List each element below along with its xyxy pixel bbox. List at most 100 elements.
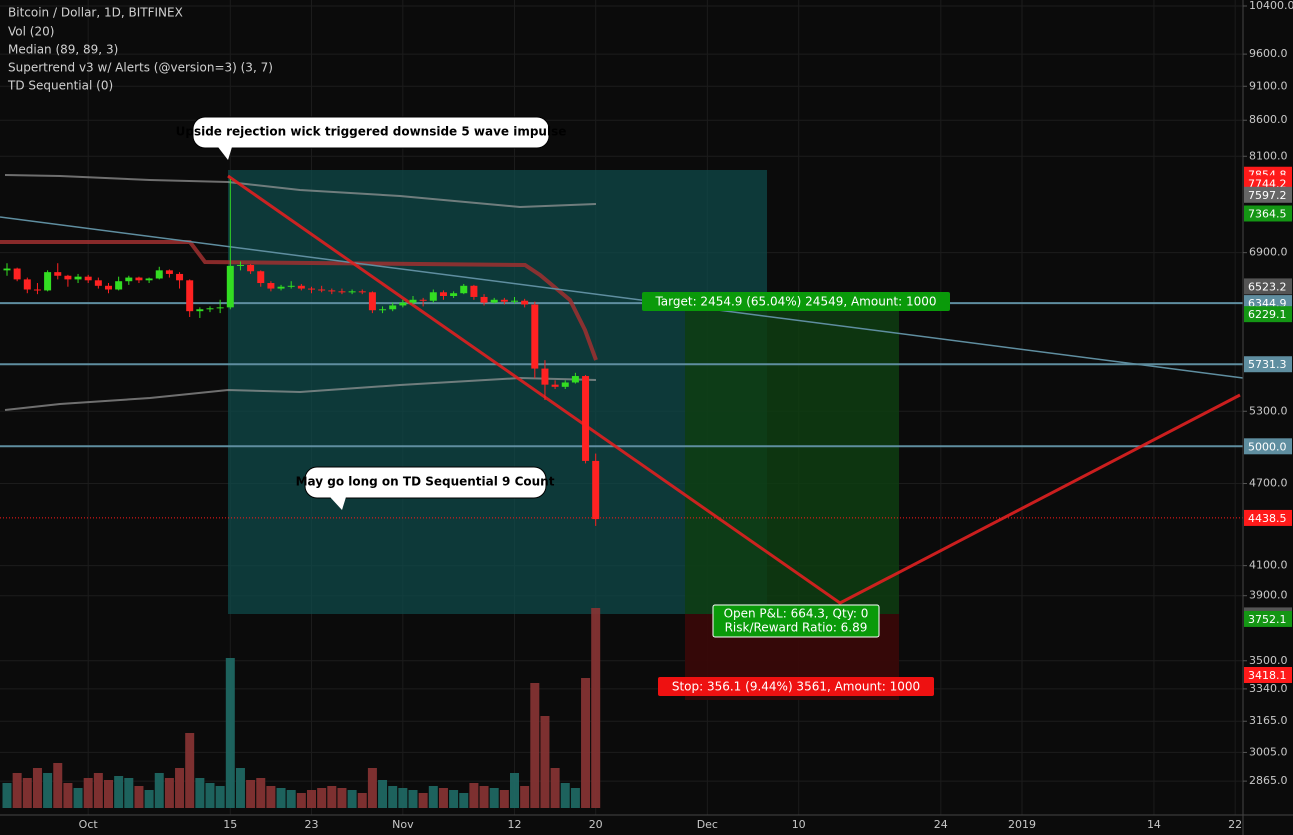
price-tag [1244, 356, 1292, 373]
target-label-bg [642, 292, 950, 311]
indicator-label: Supertrend v3 w/ Alerts (@version=3) (3,… [8, 61, 273, 75]
candle-body [257, 271, 265, 284]
candle-body [470, 285, 478, 297]
supertrend [0, 240, 598, 361]
volume-bar [388, 786, 398, 808]
y-tick-label: 8600.0 [1249, 113, 1288, 126]
volume-bar [93, 773, 103, 808]
price-tag [1244, 509, 1292, 526]
candle-body [460, 285, 468, 294]
candle-body [338, 291, 346, 293]
volume-bar [235, 768, 245, 808]
volume-bar [144, 790, 154, 808]
y-tick-label: 8100.0 [1249, 149, 1288, 162]
volume-bar [296, 793, 306, 808]
price-tag-label: 3752.1 [1248, 613, 1287, 626]
volume-bar [104, 780, 113, 808]
volume-bar [327, 786, 337, 808]
risk-reward-label: Risk/Reward Ratio: 6.89 [725, 621, 868, 635]
candle-body [308, 288, 315, 290]
candle-body [236, 264, 244, 266]
volume-bar [347, 790, 357, 808]
candle-body [409, 299, 417, 303]
price-tag-label: 6229.1 [1248, 308, 1287, 321]
bubble-pointer [330, 497, 346, 510]
stop-label: Stop: 356.1 (9.44%) 3561, Amount: 1000 [672, 680, 920, 694]
candle-body [328, 290, 336, 292]
candle-body [287, 285, 295, 287]
candle-body [165, 270, 173, 274]
volume-bar [520, 786, 530, 808]
volume-bar [22, 778, 32, 808]
candle-body [13, 268, 21, 280]
median-lower [4, 376, 597, 411]
indicator-label: Median (89, 89, 3) [8, 43, 118, 57]
candle-body [64, 275, 72, 280]
candle-body [23, 279, 31, 290]
trend-line [0, 216, 1244, 379]
pnl-label-bg [712, 604, 880, 638]
price-tag [1244, 610, 1292, 627]
volume [2, 608, 601, 808]
volume-bar [256, 778, 266, 808]
volume-bar [591, 608, 601, 808]
y-tick-label: 9100.0 [1249, 79, 1288, 92]
volume-bar [317, 788, 327, 808]
candle-body [348, 291, 356, 293]
candle-body [125, 277, 133, 282]
candle-body [186, 280, 194, 312]
volume-bar [337, 788, 347, 808]
annotation: Upside rejection wick triggered downside… [176, 125, 567, 139]
volume-bar [195, 778, 205, 808]
price-tag-label: 5000.0 [1248, 440, 1287, 453]
volume-bar [459, 793, 469, 808]
x-tick-label: 2019 [1008, 818, 1036, 831]
volume-bar [530, 683, 540, 808]
candle-body [297, 285, 305, 289]
candle-body [84, 276, 92, 281]
candle-body [318, 289, 326, 291]
volume-bar [154, 773, 164, 808]
x-tick-label: Nov [392, 818, 414, 831]
median-upper [4, 174, 597, 209]
volume-bar [449, 790, 459, 808]
x-tick-label: 24 [934, 818, 948, 831]
candles [3, 178, 600, 526]
stop-label-bg [658, 677, 934, 696]
candle-body [450, 293, 458, 297]
y-tick-label: 3005.0 [1249, 745, 1288, 758]
volume-bar [2, 783, 12, 808]
volume-bar [367, 768, 377, 808]
candle-body [379, 309, 387, 311]
volume-bar [53, 763, 63, 808]
candle-body [115, 281, 123, 290]
candle-body [551, 384, 559, 387]
y-tick-label: 4700.0 [1249, 477, 1288, 490]
volume-bar [510, 773, 519, 808]
volume-bar [32, 768, 42, 808]
y-tick-label: 4100.0 [1249, 559, 1288, 572]
y-tick-label: 10400.0 [1249, 0, 1293, 12]
candle-body [206, 308, 214, 310]
y-tick-label: 5300.0 [1249, 404, 1288, 417]
candle-body [267, 283, 275, 289]
candle-body [54, 272, 62, 276]
volume-bar [357, 793, 367, 808]
x-tick-label: Oct [79, 818, 99, 831]
volume-bar [175, 768, 185, 808]
price-tag-label: 4438.5 [1248, 512, 1287, 525]
x-tick-label: Dec [697, 818, 718, 831]
x-tick-label: 22 [1228, 818, 1242, 831]
candle-body [521, 300, 529, 305]
volume-bar [550, 768, 560, 808]
chart-title: Bitcoin / Dollar, 1D, BITFINEX [8, 6, 183, 20]
volume-bar [286, 790, 296, 808]
candle-body [592, 460, 600, 520]
price-tag-label: 5731.3 [1248, 358, 1287, 371]
pnl-label: Open P&L: 664.3, Qty: 0 [724, 607, 869, 621]
volume-bar [418, 793, 428, 808]
projection-line [227, 174, 1241, 605]
candle-body [531, 304, 539, 369]
x-tick-label: 15 [223, 818, 237, 831]
